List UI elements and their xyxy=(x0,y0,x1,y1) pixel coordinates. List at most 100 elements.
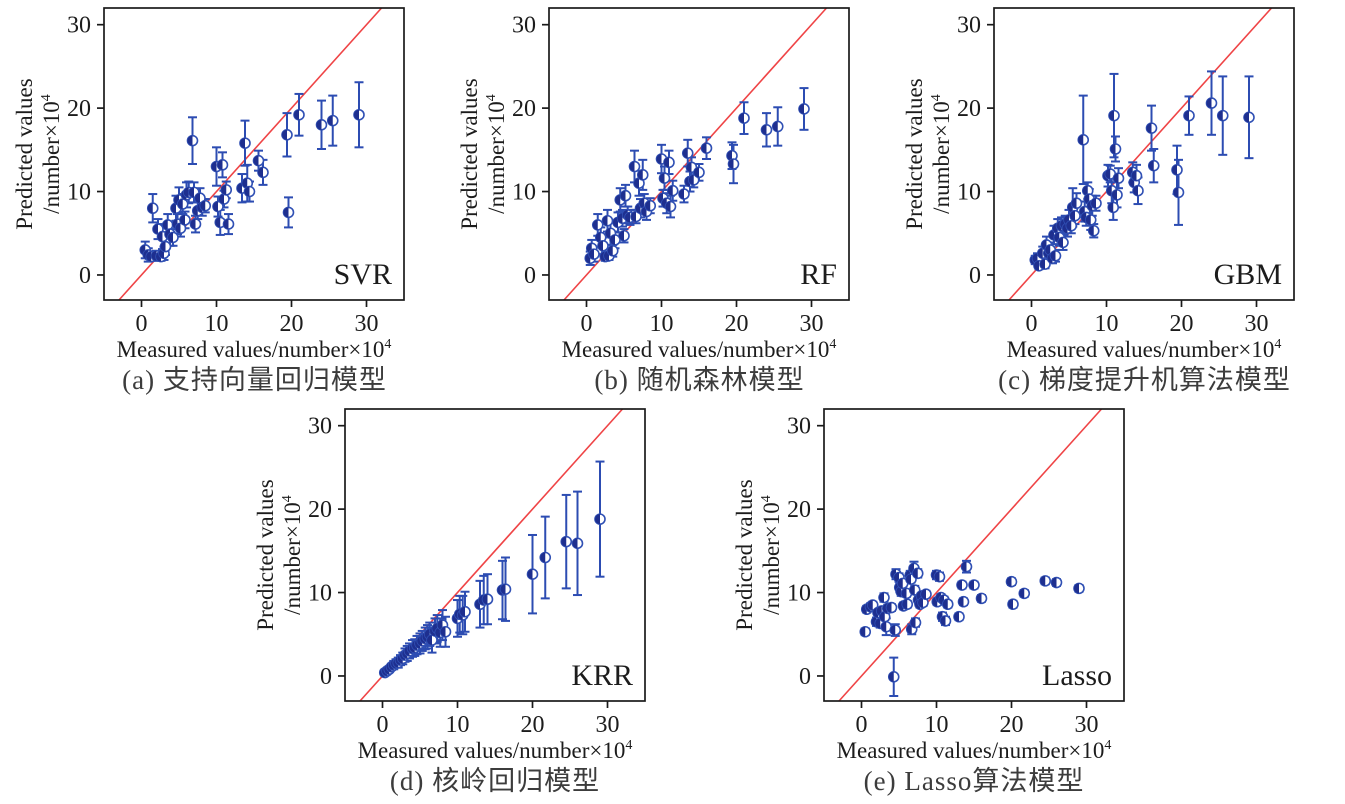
data-point-fill xyxy=(686,162,692,173)
x-tick-label: 10 xyxy=(1095,311,1119,337)
chart-caption-b: (b) 随机森林模型 xyxy=(594,365,805,395)
y-tick-label: 10 xyxy=(512,180,536,206)
data-point-fill xyxy=(619,230,624,241)
y-axis-label-line2: /number×104 xyxy=(484,94,509,214)
data-point-fill xyxy=(889,625,895,636)
x-tick-label: 10 xyxy=(445,712,469,738)
data-point-fill xyxy=(1051,577,1056,588)
data-point-fill xyxy=(1071,198,1077,209)
data-point-fill xyxy=(1018,588,1024,599)
data-point-fill xyxy=(1172,164,1177,175)
data-point-fill xyxy=(1131,170,1137,181)
data-point-fill xyxy=(294,109,299,120)
data-point-fill xyxy=(893,572,899,583)
data-point-fill xyxy=(895,586,901,597)
y-axis-label-line1: Predicted values xyxy=(732,479,757,630)
data-point-fill xyxy=(613,217,618,228)
model-label: GBM xyxy=(1214,258,1282,291)
data-point-fill xyxy=(772,121,778,132)
data-point-fill xyxy=(701,143,707,154)
data-point-fill xyxy=(1110,143,1116,154)
x-axis-label: Measured values/number×104 xyxy=(562,337,837,362)
x-tick-label: 30 xyxy=(355,311,379,337)
x-tick-label: 20 xyxy=(280,311,304,337)
x-tick-label: 30 xyxy=(1245,311,1269,337)
data-point-fill xyxy=(242,178,248,189)
y-tick-label: 0 xyxy=(320,664,332,690)
y-axis-label-line1: Predicted values xyxy=(253,479,278,630)
data-point-fill xyxy=(160,241,166,252)
data-point-fill xyxy=(589,249,594,260)
data-point-fill xyxy=(605,228,611,239)
data-point-fill xyxy=(728,159,734,170)
data-point-fill xyxy=(1040,259,1045,270)
data-point-fill xyxy=(629,161,635,172)
data-point-fill xyxy=(147,203,153,214)
data-point-fill xyxy=(171,203,176,214)
y-tick-label: 0 xyxy=(524,263,536,289)
data-point-fill xyxy=(1109,110,1114,121)
plot-frame xyxy=(822,408,1125,702)
data-point-fill xyxy=(1112,189,1117,200)
data-point-fill xyxy=(1049,229,1054,240)
chart-caption-c: (c) 梯度提升机算法模型 xyxy=(998,365,1291,395)
data-point-fill xyxy=(1206,98,1212,109)
data-point-fill xyxy=(240,138,245,149)
bottom-row: 0 10 20 30 0 10 20 30 Measured values/number×104… xyxy=(72,401,1345,798)
data-point-fill xyxy=(175,223,181,234)
x-tick-label: 0 xyxy=(1026,311,1038,337)
data-point-fill xyxy=(656,154,662,165)
data-point-fill xyxy=(1184,110,1189,121)
y-axis-label-line2: /number×104 xyxy=(280,495,305,615)
data-point-fill xyxy=(917,597,923,608)
data-point-fill xyxy=(867,600,873,611)
data-point-fill xyxy=(217,159,223,170)
x-tick-label: 20 xyxy=(725,311,749,337)
model-label: Lasso xyxy=(1042,659,1112,692)
data-point-fill xyxy=(1058,237,1063,248)
data-point-fill xyxy=(1039,575,1045,586)
data-point-fill xyxy=(761,124,767,135)
data-point-fill xyxy=(211,161,217,172)
data-point-fill xyxy=(151,250,157,261)
y-tick-label: 0 xyxy=(969,263,981,289)
data-point-fill xyxy=(888,671,894,682)
data-point-fill xyxy=(625,212,630,223)
plot-frame xyxy=(343,408,646,702)
data-point-fill xyxy=(659,173,665,184)
y-tick-label: 30 xyxy=(512,13,536,39)
data-point-fill xyxy=(572,538,577,549)
data-point-fill xyxy=(602,215,608,226)
data-point-fill xyxy=(177,199,183,210)
data-point-fill xyxy=(187,135,193,146)
x-tick-label: 0 xyxy=(136,311,148,337)
data-point-fill xyxy=(157,231,163,242)
y-axis-label-line2: /number×104 xyxy=(759,495,784,615)
data-point-fill xyxy=(183,187,189,198)
data-point-fill xyxy=(727,150,732,161)
data-point-fill xyxy=(283,207,289,218)
data-point-fill xyxy=(253,155,259,166)
data-point-fill xyxy=(961,561,966,572)
data-point-fill xyxy=(258,167,263,178)
data-point-fill xyxy=(920,589,926,600)
data-point-fill xyxy=(909,585,915,596)
data-point-fill xyxy=(1133,185,1138,196)
data-point-fill xyxy=(162,219,168,230)
x-tick-label: 30 xyxy=(595,712,619,738)
y-axis-label-line1: Predicted values xyxy=(12,78,37,229)
chart-caption-d: (d) 核岭回归模型 xyxy=(389,766,601,796)
data-point-fill xyxy=(192,205,198,216)
data-point-fill xyxy=(956,580,962,591)
chart-rf: 0 10 20 30 0 10 20 30 Measured values/number×104… xyxy=(451,0,896,397)
data-point-fill xyxy=(968,580,974,591)
y-tick-label: 20 xyxy=(957,96,981,122)
data-point-fill xyxy=(1108,202,1114,213)
data-point-fill xyxy=(799,103,804,114)
data-point-fill xyxy=(637,169,643,180)
y-tick-label: 20 xyxy=(512,96,536,122)
x-axis-label: Measured values/number×104 xyxy=(357,738,632,763)
y-axis-label-line1: Predicted values xyxy=(457,78,482,229)
